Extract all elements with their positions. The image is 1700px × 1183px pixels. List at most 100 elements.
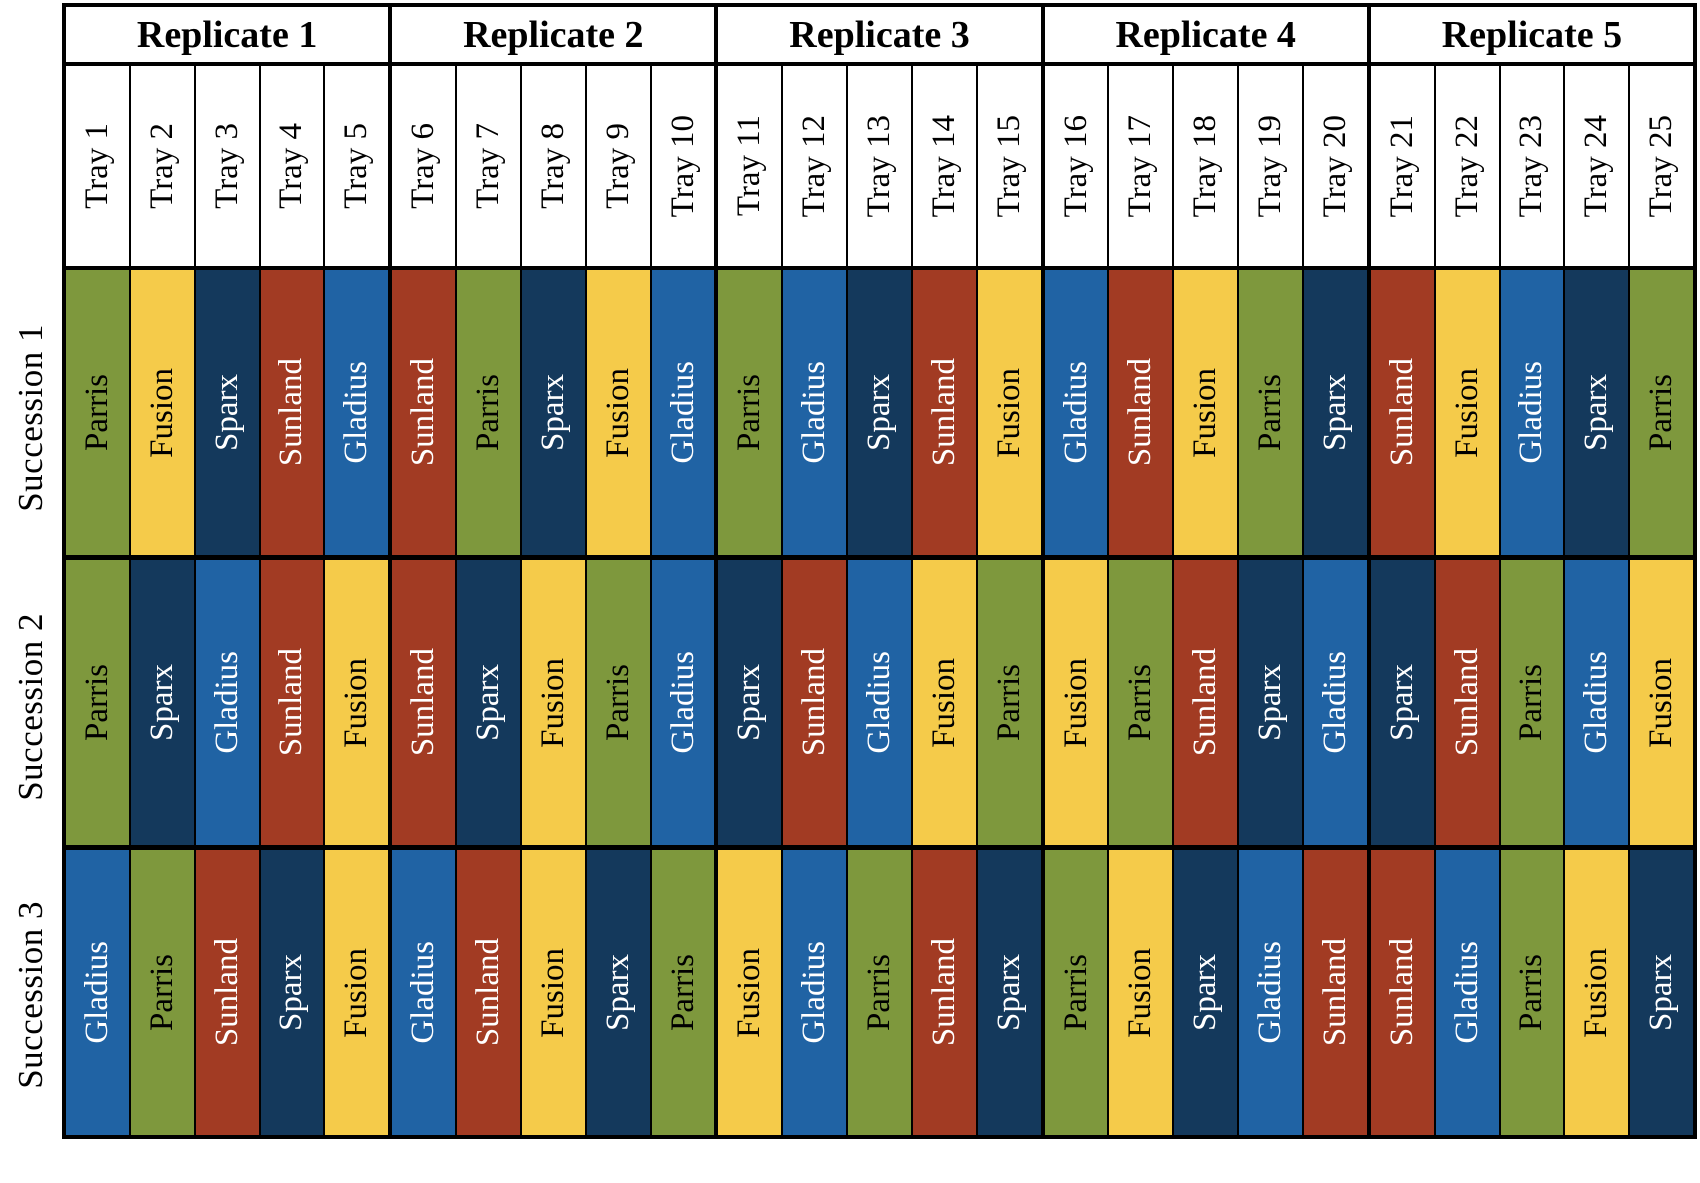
replicate-group: Sparx Sunland Parris Gladius Fusion (1370, 560, 1694, 845)
grid-cell: Sunland (1370, 850, 1434, 1135)
grid-cell: Fusion (130, 270, 194, 555)
cultivar-label: Gladius (1252, 941, 1289, 1044)
cultivar-label: Sparx (990, 954, 1027, 1031)
cultivar-label: Sparx (1316, 374, 1353, 451)
cultivar-label: Gladius (861, 651, 898, 754)
tray-header-label: Tray 20 (1316, 114, 1353, 218)
replicate-group: Gladius Sunland Fusion Parris Sparx (1044, 270, 1367, 555)
grid-cell: Parris (1239, 270, 1302, 555)
succession-row: Parris Fusion Sparx Sunland Gladius Sunland Pa… (66, 270, 1694, 555)
tray-header-label: Tray 19 (1252, 114, 1289, 218)
cultivar-label: Sunland (1448, 648, 1485, 757)
replicate-group: Parris Sparx Gladius Sunland Fusion (66, 560, 389, 845)
tray-header: Tray 6 (392, 66, 456, 266)
cultivar-label: Sparx (1187, 954, 1224, 1031)
grid-cell: Fusion (1435, 270, 1499, 555)
cultivar-label: Sparx (731, 664, 768, 741)
cultivar-label: Sunland (925, 358, 962, 467)
cultivar-label: Gladius (1578, 651, 1615, 754)
cultivar-label: Fusion (1187, 367, 1224, 458)
tray-header-label: Tray 11 (731, 115, 768, 217)
grid-cell: Parris (1500, 850, 1564, 1135)
cultivar-label: Sunland (208, 938, 245, 1047)
cultivar-label: Fusion (338, 947, 375, 1038)
tray-header-row: Tray 1 Tray 2 Tray 3 Tray 4 Tray 5 Tray 6 Tray… (66, 66, 1694, 266)
tray-header-label: Tray 4 (273, 123, 310, 209)
grid-cell: Parris (1044, 850, 1108, 1135)
grid-cell: Sparx (521, 270, 585, 555)
tray-header: Tray 16 (1044, 66, 1108, 266)
tray-header-label: Tray 23 (1513, 114, 1550, 218)
tray-header-group: Tray 16 Tray 17 Tray 18 Tray 19 Tray 20 (1044, 66, 1367, 266)
tray-header: Tray 25 (1630, 66, 1694, 266)
tray-header-label: Tray 12 (796, 114, 833, 218)
grid-cell: Fusion (521, 850, 585, 1135)
replicate-group: Fusion Gladius Parris Sunland Sparx (718, 850, 1041, 1135)
succession-label: Succession 1 (0, 274, 62, 562)
cultivar-label: Sparx (208, 374, 245, 451)
grid-cell: Sparx (718, 560, 782, 845)
replicate-group: Gladius Parris Sunland Sparx Fusion (66, 850, 389, 1135)
tray-header: Tray 24 (1565, 66, 1629, 266)
cultivar-label: Fusion (1122, 947, 1159, 1038)
tray-header-label: Tray 10 (664, 114, 701, 218)
cultivar-label: Parris (731, 374, 768, 451)
grid-cell: Gladius (783, 850, 847, 1135)
grid-cell: Sparx (1630, 850, 1694, 1135)
cultivar-label: Sparx (599, 954, 636, 1031)
cultivar-label: Parris (1122, 664, 1159, 741)
cultivar-label: Sunland (925, 938, 962, 1047)
tray-header: Tray 15 (977, 66, 1041, 266)
tray-header-label: Tray 22 (1448, 114, 1485, 218)
grid-cell: Gladius (1303, 560, 1367, 845)
cultivar-label: Sunland (273, 358, 310, 467)
succession-label: Succession 3 (0, 851, 62, 1139)
grid-cell: Parris (586, 560, 650, 845)
tray-header-label: Tray 24 (1578, 114, 1615, 218)
tray-header-label: Tray 1 (78, 123, 115, 209)
layout-table: Replicate 1 Replicate 2 Replicate 3 Replica… (62, 3, 1697, 1139)
grid-cell: Gladius (1500, 270, 1564, 555)
grid-cell: Sparx (586, 850, 650, 1135)
tray-header-label: Tray 16 (1057, 114, 1094, 218)
cultivar-label: Sunland (1122, 358, 1159, 467)
replicate-group: Parris Fusion Sparx Gladius Sunland (1044, 850, 1367, 1135)
grid-cell: Parris (66, 270, 129, 555)
cultivar-label: Fusion (534, 947, 571, 1038)
grid-cell: Sunland (1109, 270, 1173, 555)
replicate-group: Sunland Sparx Fusion Parris Gladius (392, 560, 715, 845)
grid-cell: Gladius (1435, 850, 1499, 1135)
cultivar-label: Parris (1513, 664, 1550, 741)
replicate-group: Parris Gladius Sparx Sunland Fusion (718, 270, 1041, 555)
replicate-group: Sparx Sunland Gladius Fusion Parris (718, 560, 1041, 845)
grid-cell: Fusion (325, 850, 389, 1135)
grid-cell: Gladius (1565, 560, 1629, 845)
tray-header-label: Tray 13 (861, 114, 898, 218)
grid-cell: Fusion (977, 270, 1041, 555)
gutter-spacer (0, 3, 62, 274)
grid-cell: Fusion (1109, 850, 1173, 1135)
tray-header: Tray 19 (1239, 66, 1302, 266)
grid-cell: Fusion (1044, 560, 1108, 845)
grid-cell: Sunland (1370, 270, 1434, 555)
tray-header: Tray 1 (66, 66, 129, 266)
grid-cell: Gladius (392, 850, 456, 1135)
grid-cell: Sunland (260, 270, 324, 555)
grid-cell: Sunland (457, 850, 520, 1135)
tray-header-label: Tray 7 (469, 123, 506, 209)
cultivar-label: Fusion (534, 657, 571, 748)
cultivar-label: Parris (861, 954, 898, 1031)
tray-header: Tray 9 (586, 66, 650, 266)
grid-cell: Gladius (325, 270, 389, 555)
cultivar-label: Gladius (405, 941, 442, 1044)
cultivar-label: Parris (469, 374, 506, 451)
replicate-group: Gladius Sunland Fusion Sparx Parris (392, 850, 715, 1135)
cultivar-label: Gladius (664, 361, 701, 464)
tray-header: Tray 4 (260, 66, 324, 266)
grid-cell: Sparx (195, 270, 259, 555)
tray-header: Tray 20 (1303, 66, 1367, 266)
succession-label-text: Succession 2 (11, 612, 50, 801)
grid-cell: Fusion (1565, 850, 1629, 1135)
succession-row: Gladius Parris Sunland Sparx Fusion Gladius Su… (66, 850, 1694, 1135)
cultivar-label: Parris (1513, 954, 1550, 1031)
